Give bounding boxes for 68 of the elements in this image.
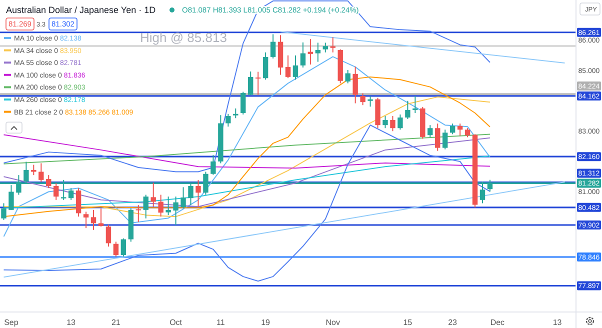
candlestick: [158, 194, 164, 218]
candlestick: [248, 70, 254, 96]
candlestick: [233, 108, 238, 119]
candlestick: [352, 66, 358, 104]
candlestick: [435, 123, 440, 152]
annotation: High @ 85.813: [140, 30, 227, 45]
candlestick: [412, 96, 418, 114]
line-series: [3, 56, 490, 238]
x-tick-label: 11: [216, 318, 226, 327]
candlestick: [315, 42, 321, 62]
x-tick-label: Sep: [4, 318, 19, 327]
candlestick: [240, 91, 246, 115]
candlestick: [54, 182, 59, 200]
candlestick: [226, 113, 231, 128]
candlestick: [442, 129, 448, 150]
candlestick: [450, 123, 456, 135]
candlestick: [46, 174, 52, 189]
x-tick-label: 13: [552, 318, 562, 327]
candlestick: [68, 188, 74, 200]
candlestick: [360, 92, 366, 106]
candlestick: [196, 179, 201, 208]
line-series: [3, 137, 490, 208]
candlestick: [292, 54, 298, 80]
text: Australian Dollar / Japanese Yen · 1D: [6, 5, 156, 16]
line-series: [3, 124, 490, 282]
candlestick: [368, 96, 373, 108]
candlestick: [180, 186, 186, 209]
candlestick: [210, 154, 216, 176]
candlestick: [173, 196, 178, 226]
x-tick-label: 15: [403, 318, 413, 327]
candlestick: [150, 182, 156, 208]
candlestick: [405, 100, 410, 120]
x-tick-label: 23: [448, 318, 458, 327]
candlestick: [98, 208, 104, 228]
candlestick: [345, 69, 350, 84]
x-tick-label: 19: [261, 318, 271, 327]
candlestick: [76, 188, 82, 218]
candlestick: [136, 204, 141, 223]
candlestick: [382, 116, 388, 129]
candlestick: [255, 71, 261, 96]
candlestick: [398, 114, 403, 130]
candlestick: [83, 211, 89, 229]
candlestick: [106, 224, 112, 248]
candlestick: [390, 116, 396, 132]
x-tick-label: Oct: [170, 318, 183, 327]
candlestick: [1, 202, 6, 220]
x-tick-label: Nov: [326, 318, 340, 327]
candlestick: [262, 52, 268, 80]
candlestick: [322, 42, 328, 53]
candlestick: [120, 238, 126, 258]
candlestick: [300, 42, 306, 68]
x-tick-label: 21: [111, 318, 121, 327]
candlestick: [270, 34, 276, 59]
candlestick: [31, 164, 36, 176]
candlestick: [90, 209, 96, 230]
candlestick: [330, 36, 336, 53]
candlestick: [38, 162, 44, 182]
x-tick-label: 13: [66, 318, 76, 327]
candlestick: [113, 241, 119, 258]
candlestick: [428, 124, 433, 138]
line-series: [3, 0, 490, 172]
candlestick: [308, 38, 314, 66]
candlestick: [166, 196, 171, 216]
x-tick-label: Dec: [490, 318, 505, 327]
candlestick: [457, 123, 463, 136]
candlestick: [285, 54, 291, 79]
candlestick: [143, 194, 148, 219]
candlestick: [464, 128, 470, 138]
